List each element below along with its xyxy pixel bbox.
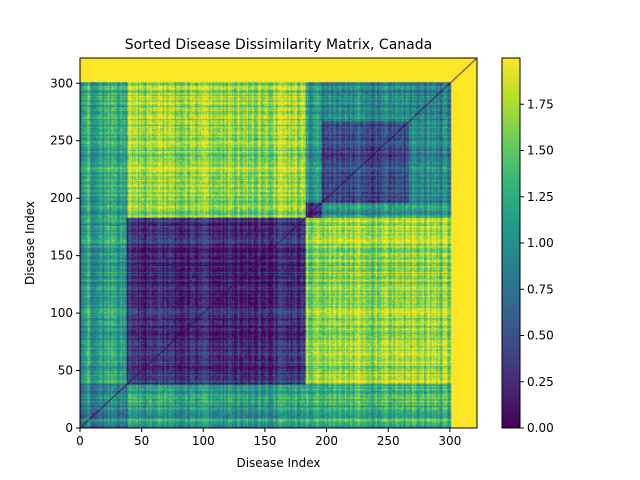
colorbar-gradient [502, 58, 520, 428]
plot-area [79, 57, 478, 429]
plot-frame [79, 57, 478, 429]
colorbar-tick-label: 1.75 [527, 97, 554, 111]
x-tick-label: 100 [192, 434, 215, 448]
colorbar-tick-label: 0.50 [527, 329, 554, 343]
colorbar-tick-label: 0.75 [527, 282, 554, 296]
y-tick-label: 100 [50, 306, 73, 320]
colorbar-tick-label: 0.25 [527, 375, 554, 389]
x-tick-label: 200 [315, 434, 338, 448]
y-tick-label: 150 [50, 249, 73, 263]
colorbar-ticks: 0.00 0.25 0.50 0.75 1.00 1.25 1.50 1.75 [520, 97, 554, 435]
colorbar: 0.00 0.25 0.50 0.75 1.00 1.25 1.50 1.75 [501, 57, 554, 435]
y-axis-label: Disease Index [23, 201, 37, 285]
y-tick-label: 0 [65, 421, 73, 435]
colorbar-tick-label: 0.00 [527, 421, 554, 435]
x-tick-label: 0 [76, 434, 84, 448]
colorbar-tick-label: 1.50 [527, 144, 554, 158]
y-tick-label: 200 [50, 191, 73, 205]
x-tick-label: 250 [377, 434, 400, 448]
colorbar-tick-label: 1.25 [527, 190, 554, 204]
y-axis-ticks: 0 50 100 150 200 250 300 [50, 76, 80, 435]
x-tick-label: 300 [438, 434, 461, 448]
y-tick-label: 250 [50, 134, 73, 148]
x-axis-ticks: 0 50 100 150 200 250 300 [76, 428, 461, 448]
x-tick-label: 50 [134, 434, 149, 448]
y-tick-label: 300 [50, 76, 73, 90]
x-axis-label: Disease Index [236, 456, 320, 470]
colorbar-tick-label: 1.00 [527, 236, 554, 250]
x-tick-label: 150 [253, 434, 276, 448]
chart-title: Sorted Disease Dissimilarity Matrix, Can… [125, 37, 432, 53]
heatmap-cells [80, 58, 477, 428]
y-tick-label: 50 [58, 364, 73, 378]
